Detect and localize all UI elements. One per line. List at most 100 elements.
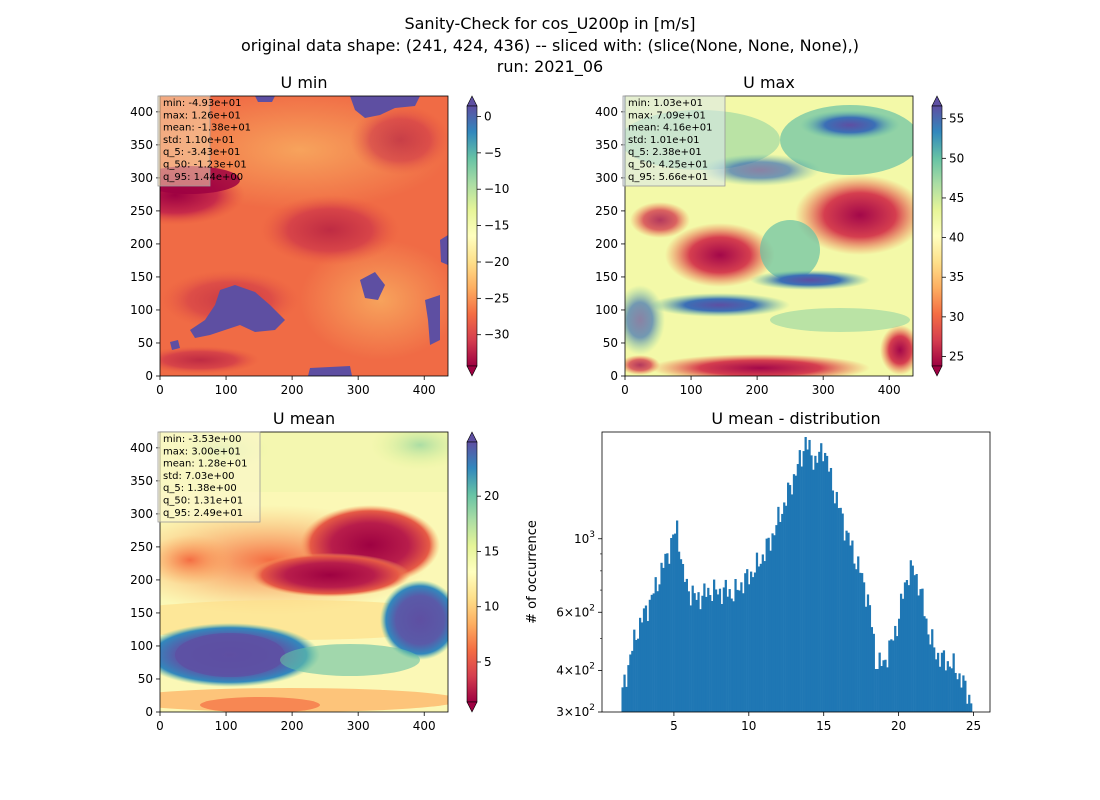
u-mean-colorbar-tick-label: 5 [484, 655, 492, 669]
u-mean-ytick-label: 350 [130, 474, 153, 488]
histogram-bar [878, 652, 881, 712]
histogram-bar [783, 502, 786, 712]
histogram-bar [952, 653, 955, 712]
u-max-xtick-label: 200 [746, 383, 769, 397]
histogram-bar [929, 644, 932, 712]
panel-u-max-title: U max [743, 73, 795, 92]
histogram-bar [802, 451, 805, 712]
histogram-bar [800, 466, 803, 712]
histogram-bar [849, 545, 852, 712]
u-min-xtick-label: 0 [156, 383, 164, 397]
histogram-bar [798, 450, 801, 712]
u-min-colorbar-tick-label: −25 [484, 291, 509, 305]
u-min-colorbar-tick-label: −10 [484, 182, 509, 196]
histogram-bar [827, 471, 831, 712]
u-mean-stat: q_50: 1.31e+01 [163, 496, 243, 507]
histogram-bar [720, 603, 724, 712]
u-max-xtick-label: 400 [878, 383, 901, 397]
u-mean-xtick-label: 300 [347, 719, 370, 733]
histogram-bar [886, 667, 889, 712]
histogram-bar [755, 552, 759, 712]
histogram-bar [759, 563, 762, 712]
histogram-bar [670, 537, 673, 712]
panel-u-mean-distribution-title: U mean - distribution [711, 409, 880, 428]
histogram-bar [958, 673, 961, 712]
histogram-bar [695, 599, 698, 712]
histogram-bar [925, 618, 928, 712]
u-mean-ytick-label: 100 [130, 639, 153, 653]
figure-title-line-1: Sanity-Check for cos_U200p in [m/s] [404, 14, 695, 34]
u-mean-ytick-label: 400 [130, 441, 153, 455]
histogram-bar [917, 595, 920, 712]
histogram-bar [790, 494, 794, 712]
u-mean-axes: 0 100 200 300 400 0 50 100 150 200 250 300 350 400 [130, 441, 436, 733]
histogram-bar [837, 508, 840, 712]
histogram-bar [732, 601, 735, 712]
histogram-bar [882, 660, 885, 712]
histogram-bar [631, 650, 634, 712]
u-min-xtick-label: 300 [347, 383, 370, 397]
histogram-bar [650, 594, 653, 712]
histogram-bar [814, 455, 817, 712]
histogram-bar [629, 654, 632, 712]
histogram-bar [691, 585, 694, 712]
histogram-bar [666, 553, 669, 712]
histogram-bar [722, 587, 725, 712]
histogram-bar [748, 584, 751, 712]
histogram-bar [676, 520, 679, 712]
histogram-bar [674, 533, 677, 712]
histogram-bar [794, 475, 798, 712]
histogram-bar [713, 579, 716, 712]
u-max-stat: q_50: 4.25e+01 [628, 160, 708, 171]
histogram-bar [709, 595, 712, 712]
histogram-bar [664, 553, 667, 712]
histogram-bar [884, 659, 887, 712]
figure-title-line-2: original data shape: (241, 424, 436) -- … [241, 36, 859, 55]
u-max-ytick-label: 250 [595, 204, 618, 218]
histogram-bar [705, 596, 708, 712]
histogram-bar [933, 647, 936, 712]
figure-title: Sanity-Check for cos_U200p in [m/s] orig… [241, 14, 859, 77]
histogram-bar [738, 590, 741, 712]
histogram-bar [818, 451, 821, 712]
histogram-bar [864, 606, 868, 712]
u-mean-stat: q_5: 1.38e+00 [163, 483, 237, 494]
histogram-bar [851, 540, 854, 712]
histogram-bar [642, 608, 646, 712]
u-mean-colorbar-tick-label: 10 [484, 600, 499, 614]
histogram-bar [644, 605, 648, 712]
histogram-bar [658, 584, 661, 712]
u-max-stat: mean: 4.16e+01 [628, 123, 712, 134]
histogram-ytick-label: 4×102 [556, 662, 595, 678]
histogram-bar [746, 569, 749, 712]
histogram-bar [677, 551, 681, 712]
histogram-bar [718, 588, 722, 712]
u-mean-stat: q_95: 2.49e+01 [163, 508, 243, 519]
histogram-bar [804, 436, 807, 712]
histogram-bar [685, 578, 688, 712]
histogram-bar [646, 621, 650, 712]
histogram-bar [968, 694, 971, 712]
u-min-colorbar-tick-label: 0 [484, 109, 492, 123]
u-min-stat: min: -4.93e+01 [163, 98, 242, 109]
histogram-bar [637, 638, 640, 712]
histogram-xtick-label: 20 [891, 719, 906, 733]
u-mean-ytick-label: 300 [130, 507, 153, 521]
u-min-ytick-label: 150 [130, 270, 153, 284]
u-mean-ytick-label: 250 [130, 540, 153, 554]
u-min-stat: q_50: -1.23e+01 [163, 160, 247, 171]
u-min-stat: mean: -1.38e+01 [163, 123, 251, 134]
panel-u-mean: U mean 0 100 200 300 400 0 50 100 150 200 250 300 35… [130, 409, 499, 733]
u-min-xtick-label: 100 [215, 383, 238, 397]
u-max-stat: max: 7.09e+01 [628, 110, 706, 121]
u-min-ytick-label: 250 [130, 204, 153, 218]
u-max-colorbar-tick-label: 45 [949, 191, 964, 205]
histogram-bar [775, 525, 778, 712]
histogram-bar [841, 513, 844, 712]
histogram-bar [909, 560, 912, 712]
u-max-colorbar: 25 30 35 40 45 50 55 [931, 95, 964, 377]
figure-title-line-3: run: 2021_06 [497, 57, 603, 77]
